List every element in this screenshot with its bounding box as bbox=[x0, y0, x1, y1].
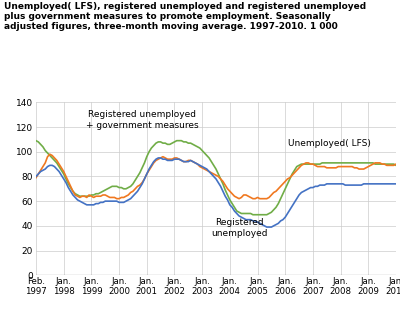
Text: Unemployed( LFS): Unemployed( LFS) bbox=[288, 139, 370, 148]
Text: Registered unemployed
+ government measures: Registered unemployed + government measu… bbox=[86, 110, 198, 130]
Text: Unemployed( LFS), registered unemployed and registered unemployed
plus governmen: Unemployed( LFS), registered unemployed … bbox=[4, 2, 366, 31]
Text: Registered
unemployed: Registered unemployed bbox=[211, 219, 267, 238]
